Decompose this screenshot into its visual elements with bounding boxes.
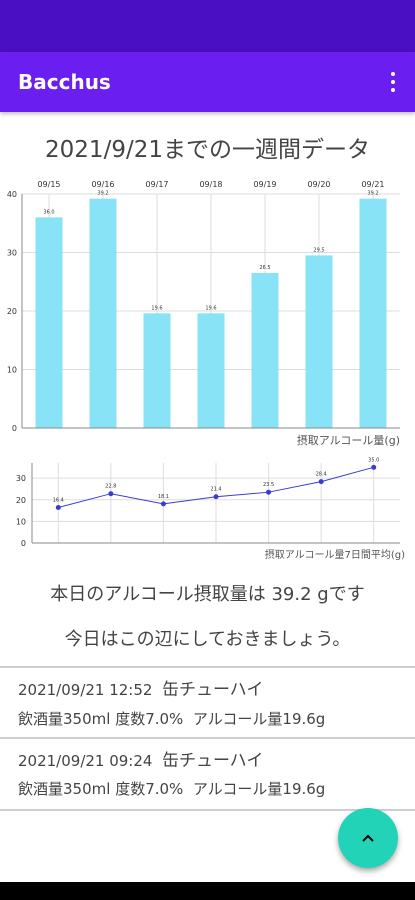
legend-label: 摂取アルコール量7日間平均(g) [265, 548, 405, 561]
record-alcohol: アルコール量19.6g [192, 780, 326, 798]
bar [251, 272, 279, 428]
data-label: 19.6 [151, 305, 162, 311]
y-tick-label: 40 [7, 190, 17, 199]
legend-label: 摂取アルコール量(g) [297, 433, 400, 447]
record-alcohol: アルコール量19.6g [192, 710, 326, 728]
bar [359, 198, 387, 428]
divider [0, 809, 415, 811]
x-tick-label: 09/18 [199, 180, 222, 189]
data-label: 19.6 [205, 305, 216, 311]
record-drink-name: 缶チューハイ [162, 751, 264, 771]
bar-chart: 0 10 20 30 40 09/15 36.0 09/16 39.2 09/17 19.6 09/1… [7, 180, 400, 447]
divider [0, 666, 415, 668]
record-volume: 飲酒量350ml [18, 710, 111, 728]
data-label: 39.2 [97, 191, 108, 197]
data-label: 36.0 [43, 209, 54, 215]
more-vert-icon[interactable] [381, 66, 405, 98]
data-label: 28.4 [316, 472, 327, 478]
bar [305, 255, 333, 428]
y-tick-label: 0 [21, 539, 26, 548]
y-tick-label: 30 [7, 249, 17, 258]
x-tick-label: 09/17 [145, 180, 168, 189]
data-point [318, 479, 324, 485]
data-point [55, 505, 61, 511]
record-abv: 度数7.0% [115, 780, 184, 798]
chevron-up-icon [362, 834, 374, 842]
data-label: 35.0 [368, 457, 379, 463]
y-tick-label: 30 [16, 474, 26, 483]
today-intake-message: 本日のアルコール摂取量は 39.2 gです [50, 584, 365, 605]
data-point [213, 494, 219, 500]
bar [35, 217, 63, 428]
data-point [371, 464, 377, 470]
app-bar: Bacchus [0, 52, 415, 112]
record-abv: 度数7.0% [115, 710, 184, 728]
y-tick-label: 20 [7, 307, 17, 316]
data-label: 18.1 [158, 494, 169, 500]
data-point [108, 491, 114, 497]
data-label: 26.5 [259, 265, 270, 271]
y-tick-label: 10 [16, 517, 26, 526]
data-label: 16.4 [53, 498, 64, 504]
scroll-top-button[interactable] [338, 808, 398, 868]
record-datetime: 2021/09/21 09:24 [18, 752, 153, 770]
line-chart: 0 10 20 30 16.4 22.8 18.1 21.4 23.5 28.4 35.0 摂取アルコ… [16, 457, 405, 561]
status-bar [0, 0, 415, 52]
x-tick-label: 09/15 [37, 180, 60, 189]
y-tick-label: 10 [7, 366, 17, 375]
y-tick-label: 20 [16, 496, 26, 505]
data-point [160, 501, 166, 507]
x-tick-label: 09/21 [361, 180, 384, 189]
data-label: 39.2 [367, 191, 378, 197]
record-drink-name: 缶チューハイ [162, 680, 264, 700]
data-label: 23.5 [263, 482, 274, 488]
navigation-bar [0, 882, 415, 900]
record-volume: 飲酒量350ml [18, 780, 111, 798]
data-label: 22.8 [105, 484, 116, 490]
data-label: 29.5 [313, 247, 324, 253]
data-point [266, 489, 272, 495]
advice-message: 今日はこの辺にしておきましょう。 [64, 629, 351, 650]
page-title: 2021/9/21までの一週間データ [45, 137, 370, 163]
x-tick-label: 09/16 [91, 180, 114, 189]
x-tick-label: 09/19 [253, 180, 276, 189]
bar [197, 313, 225, 428]
x-tick-label: 09/20 [307, 180, 330, 189]
bar [89, 198, 117, 428]
data-label: 21.4 [210, 487, 221, 493]
app-title: Bacchus [18, 70, 111, 94]
divider [0, 737, 415, 739]
y-tick-label: 0 [12, 424, 17, 433]
record-datetime: 2021/09/21 12:52 [18, 681, 153, 699]
bar [143, 313, 171, 428]
